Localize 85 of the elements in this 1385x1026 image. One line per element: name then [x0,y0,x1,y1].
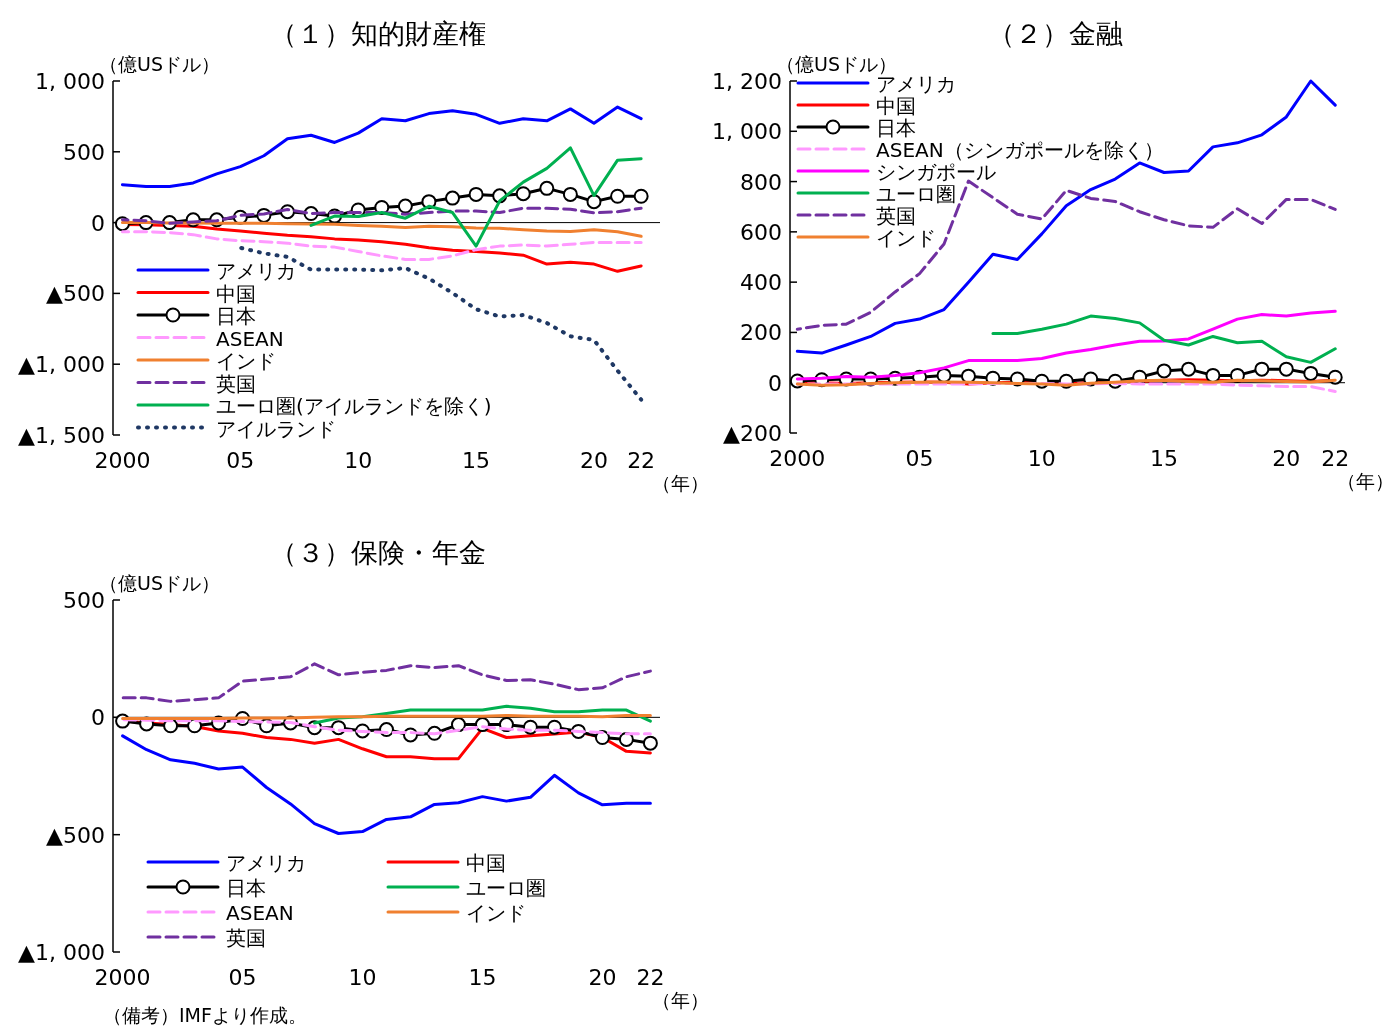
x-tick-label: 22 [636,965,665,990]
x-tick-label: 05 [905,446,934,471]
y-tick-label: 0 [91,210,105,236]
x-tick-label: 15 [462,448,491,473]
y-tick-label: 1, 000 [712,119,782,145]
y-tick-label: ▲500 [46,281,105,307]
legend-label: アメリカ [226,851,306,875]
legend-label: ユーロ圏 [876,182,956,206]
text: （備考）IMFより作成。 [103,1004,307,1026]
legend-label: 日本 [226,876,266,900]
legend-label: 英国 [226,926,266,950]
point [633,188,649,204]
y-tick-label: ▲500 [46,822,105,848]
point [445,190,461,206]
y-tick-label: ▲1, 500 [18,423,105,448]
y-tick-label: ▲1, 000 [18,940,105,965]
legend-label: 日本 [216,304,256,328]
legend-label: 中国 [876,94,916,118]
point [397,198,413,214]
legend-label: ASEAN [216,326,284,351]
line-series [121,734,652,835]
x-axis-title: （年） [1336,470,1385,492]
x-tick-label: 05 [228,965,257,990]
x-axis-title: （年） [651,472,709,494]
legend-label: アメリカ [216,259,296,283]
point [586,194,602,210]
legend-label: インド [216,349,276,373]
y-tick-label: 0 [768,370,782,396]
legend-label: シンガポール [876,160,996,184]
x-tick-label: 15 [1150,446,1179,471]
chart-title: （３）保険・年金 [270,537,486,568]
x-tick-label: 15 [468,965,497,990]
y-tick-label: 400 [740,270,782,296]
line-series [120,105,643,188]
y-tick-label: 500 [63,139,105,165]
point [610,188,626,204]
y-tick-label: 0 [91,705,105,731]
legend-label: 英国 [876,204,916,228]
x-tick-label: 10 [344,448,373,473]
y-tick-label: 600 [740,219,782,245]
line-series [309,146,643,248]
legend-label: ASEAN [226,901,294,925]
point [1278,361,1294,377]
point [1205,367,1221,383]
x-tick-label: 05 [226,448,255,473]
y-tick-label: 500 [63,588,105,613]
x-tick-label: 22 [627,448,656,473]
x-tick-label: 2000 [769,446,826,471]
y-tick-label: 1, 200 [712,69,782,94]
x-tick-label: 20 [588,965,617,990]
line-series [991,314,1337,364]
line-series [121,662,652,703]
y-tick-label: 1, 000 [35,69,105,94]
chart-title: （１）知的財産権 [270,18,486,49]
legend-label: ユーロ圏(アイルランドを除く) [216,394,492,418]
point [468,186,484,202]
point [515,186,531,202]
legend-label: 日本 [876,116,916,140]
legend-label: ユーロ圏 [466,876,546,900]
legend-label: 英国 [216,371,256,396]
legend-label: 中国 [216,281,256,306]
legend-label: ASEAN（シンガポールを除く） [876,138,1164,162]
legend-label: インド [466,901,526,925]
x-tick-label: 22 [1321,446,1350,471]
point [539,180,555,196]
x-tick-label: 20 [1272,446,1301,471]
x-tick-label: 10 [348,965,377,990]
point [1156,363,1172,379]
point [562,186,578,202]
y-tick-label: 200 [740,320,782,346]
legend-label: インド [876,226,936,250]
chart-title: （２）金融 [987,18,1123,49]
x-tick-label: 2000 [94,965,151,990]
x-tick-label: 2000 [94,448,151,473]
y-tick-label: 800 [740,169,782,195]
x-tick-label: 10 [1027,446,1056,471]
point [1303,365,1319,381]
y-tick-label: ▲1, 000 [18,352,105,378]
y-tick-label: ▲200 [723,421,782,446]
legend-label: アイルランド [216,416,336,441]
legend-label: 中国 [466,851,506,875]
point [1181,361,1197,377]
x-tick-label: 20 [579,448,608,473]
point [1254,361,1270,377]
x-axis-title: （年） [651,989,709,1011]
